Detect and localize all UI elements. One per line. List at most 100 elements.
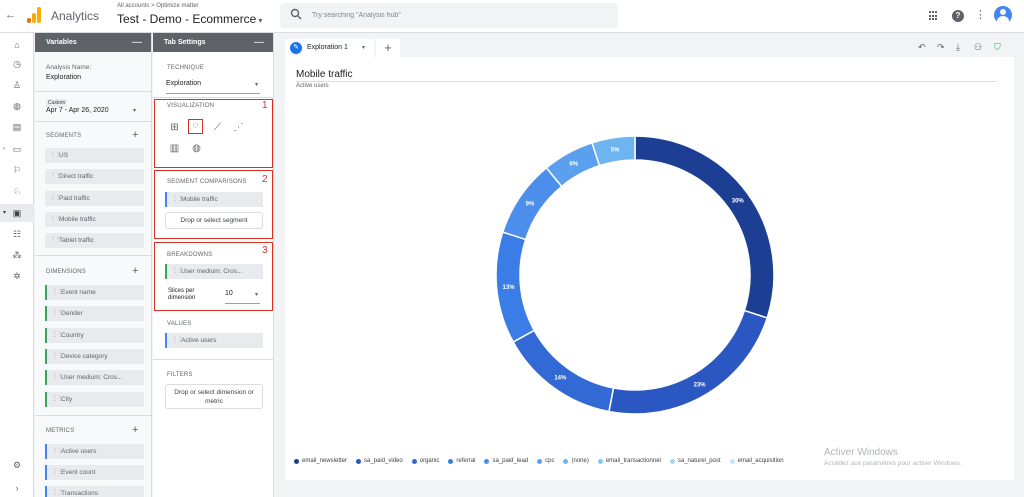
legend-item[interactable]: sa_paid_video	[356, 458, 403, 464]
legend-item[interactable]: (none)	[563, 458, 589, 464]
dimension-chip[interactable]: ⋮⋮ User medium: Cros...	[45, 370, 144, 385]
segment-chip[interactable]: ⋮⋮ US	[45, 148, 144, 163]
minimize-icon[interactable]: —	[132, 37, 142, 48]
variables-title: Variables	[46, 39, 77, 46]
segments-label: SEGMENTS	[46, 133, 82, 139]
slices-dropdown[interactable]: 10 ▾	[225, 290, 260, 304]
donut-data-label: 9%	[526, 202, 535, 208]
bar-viz-icon[interactable]: ▥	[169, 143, 180, 154]
annotation-box-2	[154, 170, 273, 239]
technique-label: TECHNIQUE	[167, 65, 205, 71]
metric-chip[interactable]: ⋮⋮ Active users	[45, 444, 144, 459]
technique-dropdown[interactable]: Exploration ▾	[166, 80, 260, 94]
account-name: Test - Demo - Ecommerce	[117, 12, 257, 26]
add-segment-icon[interactable]: +	[132, 129, 139, 141]
donut-slice-organic[interactable]	[512, 329, 615, 413]
explore-icon[interactable]: ▾ ▣	[0, 204, 34, 222]
annotation-box-3	[154, 242, 273, 311]
legend-dot-icon	[597, 458, 603, 464]
person-icon[interactable]: ♙	[12, 80, 22, 90]
analytics-logo-icon	[27, 7, 42, 23]
help-icon[interactable]: ?	[952, 10, 964, 22]
clock-icon[interactable]: ◷	[13, 59, 21, 69]
drop-filter-button[interactable]: Drop or select dimension or metric	[165, 384, 263, 409]
legend-label: sa_paid_video	[364, 458, 403, 464]
home-icon[interactable]: ⌂	[14, 40, 20, 50]
breakdown-chip[interactable]: ⋮⋮ User medium: Cros...	[165, 264, 263, 279]
legend-item[interactable]: email_acquisition	[729, 458, 784, 464]
devices-icon[interactable]: › ▭	[3, 144, 22, 154]
dimension-chip[interactable]: ⋮⋮ City	[45, 392, 144, 407]
settings-icon[interactable]: ✲	[13, 271, 21, 281]
donut-slice-none[interactable]	[591, 135, 636, 167]
value-chip[interactable]: ⋮⋮ Active users	[165, 333, 263, 348]
legend-item[interactable]: sa_naturel_post	[669, 458, 721, 464]
back-arrow-icon[interactable]: ←	[5, 9, 16, 21]
dimension-chip[interactable]: ⋮⋮ Country	[45, 328, 144, 343]
legend-item[interactable]: email_newsletter	[294, 458, 347, 464]
apps-grid-icon[interactable]	[929, 11, 939, 21]
account-selector[interactable]: Test - Demo - Ecommerce ▾	[117, 12, 262, 26]
segment-comparison-chip[interactable]: ⋮⋮ Mobile traffic	[165, 192, 263, 207]
geo-viz-icon[interactable]: ◍	[192, 143, 201, 154]
audience-icon[interactable]: ☷	[12, 229, 22, 239]
donut-data-label: 13%	[503, 285, 516, 291]
segment-chip[interactable]: ⋮⋮ Tablet traffic	[45, 233, 144, 248]
dashboard-icon[interactable]: ▤	[12, 122, 22, 132]
donut-slice-sa-paid-video[interactable]	[608, 309, 769, 415]
add-metric-icon[interactable]: +	[132, 424, 139, 436]
attribution-icon[interactable]: ⁂	[12, 250, 22, 260]
variables-panel: Variables — Analysis Name: Exploration Cu…	[35, 33, 152, 497]
table-viz-icon[interactable]: ⊞	[170, 122, 179, 133]
search-input[interactable]	[312, 9, 602, 22]
legend-label: organic	[419, 458, 440, 464]
donut-slice-email-newsletter[interactable]	[634, 135, 775, 319]
globe-icon[interactable]: ◍	[13, 101, 21, 111]
metric-chip[interactable]: ⋮⋮ Transactions	[45, 486, 144, 497]
legend-item[interactable]: organic	[411, 458, 440, 464]
legend-dot-icon	[411, 458, 417, 464]
annotation-number-3: 3	[262, 245, 268, 256]
dimension-chip[interactable]: ⋮⋮ Event name	[45, 285, 144, 300]
line-viz-icon[interactable]: ⟋	[214, 122, 221, 133]
tab-exploration-1[interactable]: ✎ Exploration 1 ▾	[285, 39, 374, 57]
dimension-chip[interactable]: ⋮⋮ Device category	[45, 349, 144, 364]
segment-chip[interactable]: ⋮⋮ Direct traffic	[45, 169, 144, 184]
date-range[interactable]: Apr 7 - Apr 26, 2020	[46, 107, 109, 114]
expand-icon[interactable]: ›	[15, 483, 19, 493]
search-box[interactable]	[280, 3, 618, 28]
caret-down-icon: ▾	[254, 82, 258, 88]
legend-item[interactable]: sa_paid_lead	[484, 458, 528, 464]
add-tab-button[interactable]: +	[376, 39, 400, 57]
chart-sheet: Mobile traffic Active users 30% 23% 14% 13%…	[285, 57, 1014, 480]
undo-icon[interactable]: ↶	[918, 42, 926, 52]
segment-chip[interactable]: ⋮⋮ Paid traffic	[45, 191, 144, 206]
share-icon[interactable]: ⚇	[974, 42, 983, 52]
segment-comparisons-label: SEGMENT COMPARISONS	[167, 179, 247, 185]
tab-settings-title: Tab Settings	[164, 39, 206, 46]
gear-icon[interactable]: ⚙	[12, 460, 22, 470]
donut-viz-icon[interactable]: ◌	[188, 119, 203, 134]
analysis-name-input[interactable]: Exploration	[46, 74, 82, 81]
date-caret-icon[interactable]: ▾	[133, 108, 137, 114]
more-vert-icon[interactable]: ⋮	[975, 9, 986, 21]
donut-data-label: 6%	[569, 162, 578, 168]
legend-item[interactable]: email_transactionnel	[597, 458, 661, 464]
metric-chip[interactable]: ⋮⋮ Event count	[45, 465, 144, 480]
minimize-icon[interactable]: —	[254, 37, 264, 48]
flag-icon[interactable]: ⚐	[12, 165, 22, 175]
segment-chip[interactable]: ⋮⋮ Mobile traffic	[45, 212, 144, 227]
realtime-icon[interactable]: ♘	[12, 186, 22, 196]
legend-item[interactable]: cpc	[537, 458, 554, 464]
breadcrumb[interactable]: All accounts > Optimize matter	[117, 3, 199, 9]
dimension-chip[interactable]: ⋮⋮ Gender	[45, 306, 144, 321]
legend-item[interactable]: referral	[448, 458, 475, 464]
legend-label: email_acquisition	[737, 458, 784, 464]
avatar[interactable]	[994, 6, 1012, 24]
redo-icon[interactable]: ↷	[937, 42, 945, 52]
drop-segment-button[interactable]: Drop or select segment	[165, 212, 263, 229]
caret-down-icon[interactable]: ▾	[361, 45, 365, 51]
add-dimension-icon[interactable]: +	[132, 265, 139, 277]
scatter-viz-icon[interactable]: ⋰	[233, 122, 244, 133]
download-icon[interactable]: ⤓	[956, 42, 960, 52]
